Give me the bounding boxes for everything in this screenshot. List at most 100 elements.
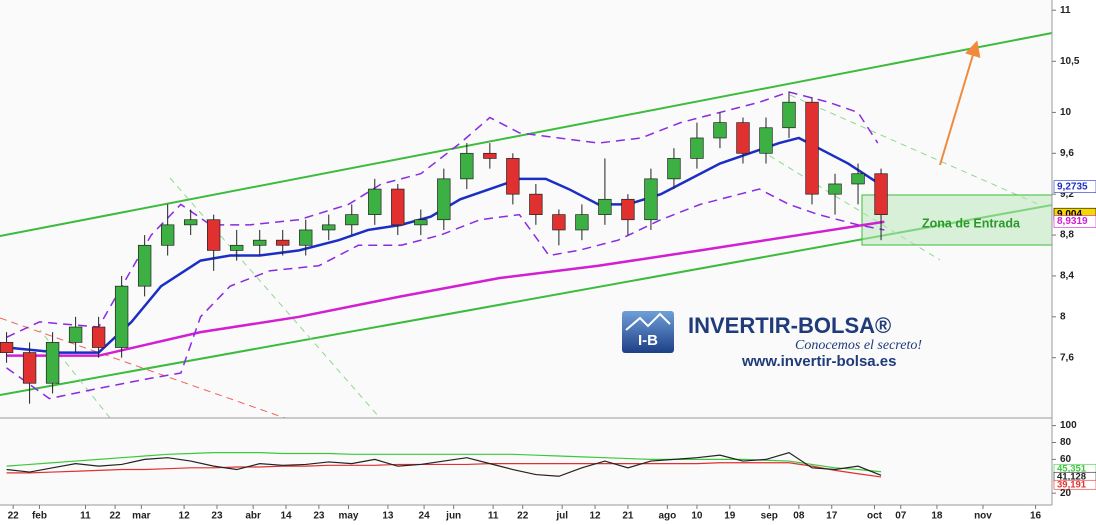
candle-body (782, 101, 796, 129)
dashed-line (169, 177, 381, 419)
candle-body (45, 342, 60, 384)
x-tick-label: may (338, 511, 358, 522)
oscillator-line (6, 451, 882, 477)
candle-body (414, 219, 428, 226)
y-tick-label: 10 (1060, 107, 1072, 118)
plot-background (0, 0, 1052, 505)
x-tick-label: mar (132, 511, 150, 522)
osc-value-box (1053, 479, 1096, 490)
x-tick-label: abr (245, 511, 261, 522)
last-value-label: 9,2735 (1057, 181, 1088, 192)
x-tick-label: 19 (724, 511, 736, 522)
last-value-label: 9,004 (1057, 209, 1082, 220)
candle-body (276, 239, 290, 246)
dashed-line (0, 317, 286, 419)
y-tick-label: 10,5 (1060, 56, 1080, 67)
x-tick-label: 24 (419, 511, 431, 522)
x-tick-label: 22 (8, 511, 20, 522)
x-tick-label: nov (974, 511, 992, 522)
x-tick-label: 23 (313, 511, 325, 522)
candle-body (644, 178, 658, 221)
candle-body (713, 122, 727, 139)
candle-body (874, 173, 888, 215)
candle-body (828, 183, 842, 195)
dashed-line (759, 149, 941, 261)
candle-body (137, 244, 152, 287)
x-tick-label: 13 (382, 511, 394, 522)
candle-body (529, 193, 543, 215)
candle-body (299, 229, 313, 246)
candle-body (621, 198, 635, 221)
indicator-line (6, 91, 879, 338)
oscillator-line (6, 462, 882, 478)
indicator-line (6, 188, 885, 400)
candle-body (460, 152, 474, 180)
candle-body (207, 219, 221, 251)
logo-letters: I-B (638, 332, 658, 349)
logo-line (625, 312, 671, 331)
candle-body (22, 352, 37, 384)
x-tick-label: 08 (793, 511, 805, 522)
y-tick-label: 8,4 (1060, 271, 1074, 282)
last-value-label: 8,9319 (1057, 216, 1088, 227)
candle-body (805, 101, 819, 195)
candle-body (437, 178, 451, 221)
x-tick-label: 22 (517, 511, 529, 522)
y-tick-label: 9,6 (1060, 148, 1074, 159)
candle-body (160, 224, 175, 246)
x-tick-label: 12 (179, 511, 191, 522)
x-tick-label: 17 (826, 511, 838, 522)
candle-body (183, 219, 198, 226)
osc-tick-label: 100 (1060, 420, 1077, 431)
x-tick-label: 12 (589, 511, 601, 522)
x-tick-label: jun (445, 511, 461, 522)
x-tick-label: 16 (1030, 511, 1042, 522)
x-tick-label: 10 (691, 511, 703, 522)
zone-label: Zona de Entrada (922, 216, 1021, 230)
candle-body (68, 326, 83, 343)
candle-body (575, 214, 589, 231)
candle-body (552, 214, 566, 231)
x-tick-label: oct (867, 511, 883, 522)
x-tick-label: 11 (80, 511, 91, 522)
osc-tick-label: 20 (1060, 488, 1072, 499)
osc-value: 39,191 (1053, 479, 1096, 490)
candle-body (759, 127, 773, 154)
x-tick-label: 22 (110, 511, 122, 522)
candle-body (391, 188, 405, 226)
channel-upper (0, 32, 1053, 237)
candle-body (506, 158, 520, 195)
candle-body (91, 326, 106, 348)
candle-body (345, 214, 359, 226)
candle-body (114, 285, 129, 348)
arrow (939, 40, 981, 166)
x-tick-label: sep (761, 511, 778, 522)
candle-body (690, 137, 704, 159)
x-tick-label: 21 (622, 511, 634, 522)
candle-body (368, 188, 382, 215)
candle-body (736, 122, 750, 154)
last-value: 8,9319 (1053, 215, 1096, 228)
dashed-line (789, 94, 1041, 206)
candle-body (667, 158, 681, 180)
osc-tick-label: 60 (1060, 454, 1072, 465)
candle-body (230, 244, 244, 251)
osc-value-label: 41,128 (1057, 471, 1086, 482)
last-value-box (1053, 180, 1096, 193)
osc-tick-label: 80 (1060, 437, 1072, 448)
osc-value-label: 45,351 (1057, 463, 1087, 474)
x-tick-label: feb (32, 511, 47, 522)
drawings: Zona de Entrada I-B INVERTIR-BOLSA® Cono… (0, 32, 1053, 419)
brand: INVERTIR-BOLSA® (688, 313, 891, 338)
candle-body (851, 173, 865, 185)
candle-body (322, 224, 336, 231)
y-tick-label: 8,8 (1060, 230, 1074, 241)
slogan: Conocemos el secreto! (795, 338, 922, 353)
x-tick-label: 07 (895, 511, 907, 522)
candle-body (0, 342, 14, 353)
x-tick-label: 23 (211, 511, 223, 522)
y-tick-label: 11 (1060, 5, 1071, 16)
x-tick-label: 14 (280, 511, 292, 522)
candle-body (253, 239, 267, 246)
